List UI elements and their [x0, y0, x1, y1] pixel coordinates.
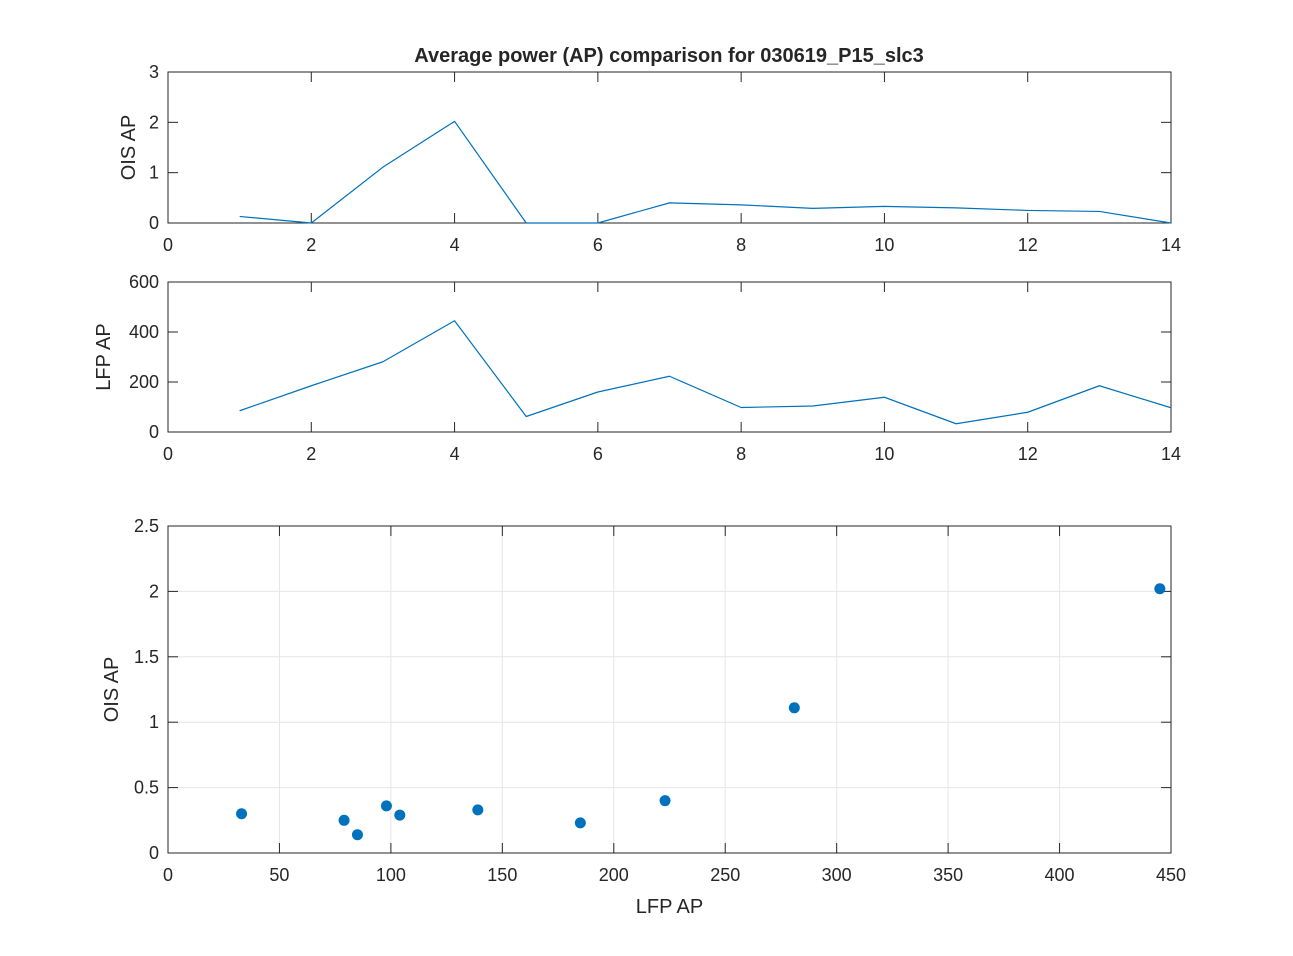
series-line: [239, 320, 1172, 425]
x-tick-label: 10: [874, 444, 894, 464]
x-tick-label: 0: [163, 444, 173, 464]
x-tick-label: 12: [1018, 444, 1038, 464]
y-axis-label: OIS AP: [101, 657, 123, 723]
x-tick-label: 2: [306, 235, 316, 255]
scatter-point: [788, 702, 800, 714]
x-tick-label: 8: [736, 235, 746, 255]
x-tick-label: 4: [450, 444, 460, 464]
scatter-point: [1154, 583, 1166, 595]
x-tick-label: 6: [593, 444, 603, 464]
x-tick-label: 200: [599, 865, 629, 885]
scatter-point: [351, 829, 363, 841]
y-tick-label: 0.5: [134, 778, 159, 798]
scatter-point: [394, 809, 406, 821]
x-tick-label: 6: [593, 235, 603, 255]
x-tick-label: 100: [376, 865, 406, 885]
y-tick-label: 1: [149, 712, 159, 732]
x-tick-label: 8: [736, 444, 746, 464]
scatter-point: [659, 795, 671, 807]
y-tick-label: 0: [149, 213, 159, 233]
figure-title: Average power (AP) comparison for 030619…: [414, 45, 924, 67]
x-tick-label: 0: [163, 235, 173, 255]
y-axis-label: OIS AP: [118, 115, 140, 181]
y-tick-label: 3: [149, 62, 159, 82]
x-tick-label: 450: [1156, 865, 1186, 885]
scatter-point: [472, 804, 484, 816]
x-tick-label: 400: [1045, 865, 1075, 885]
scatter-point: [380, 800, 392, 812]
y-tick-label: 200: [129, 372, 159, 392]
y-axis-label: LFP AP: [93, 323, 115, 390]
scatter-point: [338, 814, 350, 826]
x-tick-label: 0: [163, 865, 173, 885]
x-tick-label: 300: [822, 865, 852, 885]
ois-vs-lfp-scatter-plot: 0 50 100 150 200 250 300 350 400 450 0 0.5 1 1.5 2 2.5 O…: [101, 516, 1186, 918]
x-tick-label: 150: [487, 865, 517, 885]
scatter-point: [574, 817, 586, 829]
y-tick-label: 400: [129, 322, 159, 342]
x-axis-label: LFP AP: [636, 896, 703, 918]
x-tick-label: 4: [450, 235, 460, 255]
y-tick-label: 2: [149, 112, 159, 132]
y-tick-label: 1.5: [134, 647, 159, 667]
axes-box: [167, 281, 1172, 433]
y-tick-label: 0: [149, 843, 159, 863]
x-tick-label: 14: [1161, 235, 1181, 255]
y-tick-label: 600: [129, 272, 159, 292]
y-tick-label: 0: [149, 422, 159, 442]
y-tick-label: 2.5: [134, 516, 159, 536]
x-tick-label: 350: [933, 865, 963, 885]
x-tick-label: 50: [269, 865, 289, 885]
scatter-point: [236, 808, 248, 820]
axes-box: [167, 525, 1172, 854]
series-line: [239, 120, 1172, 224]
y-tick-label: 2: [149, 581, 159, 601]
x-tick-label: 10: [874, 235, 894, 255]
axes-box: [167, 71, 1172, 224]
x-tick-label: 14: [1161, 444, 1181, 464]
x-tick-label: 12: [1018, 235, 1038, 255]
x-tick-label: 250: [710, 865, 740, 885]
lfp-ap-line-plot: 0 2 4 6 8 10 12 14 0 200 400 600 LFP AP: [93, 272, 1181, 464]
x-tick-label: 2: [306, 444, 316, 464]
y-tick-label: 1: [149, 163, 159, 183]
